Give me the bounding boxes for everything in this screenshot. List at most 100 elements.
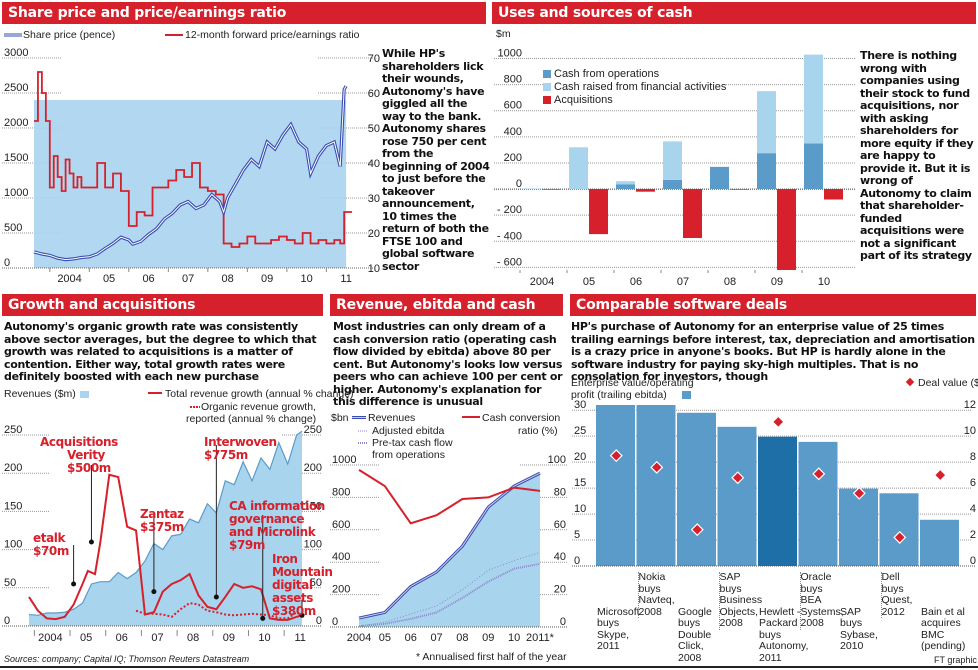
deal-label-line: BEA	[800, 594, 822, 606]
y-tick-left: 3000	[4, 47, 28, 59]
deal-category-label: Hewlett - Packard buys Autonomy, 2011	[759, 572, 808, 664]
x-tick-label: 05	[103, 273, 115, 285]
deal-label-line: Skype,	[597, 628, 630, 641]
acquisition-marker	[71, 581, 77, 587]
x-tick-label: 09	[261, 273, 273, 285]
deal-label-line: Nokia	[638, 571, 666, 583]
revenues-edge	[28, 430, 303, 616]
x-tick-label: 09	[223, 632, 235, 644]
y-tick: 600	[504, 100, 522, 112]
x-tick-label: 10	[258, 632, 270, 644]
share-legend-share: Share price (pence)	[23, 29, 116, 41]
deal-label-line: Double	[678, 628, 712, 641]
y-tick-right: 0	[560, 616, 566, 628]
deal-label-line: Hewlett -	[759, 605, 801, 618]
deal-category-label: Google buys Double Click, 2008	[678, 572, 712, 664]
deals-legend-ev-2: profit (trailing ebitda)	[571, 389, 667, 401]
deal-label-line: Click,	[678, 640, 704, 652]
x-tick-label: 10	[818, 276, 830, 288]
deal-label-line: 2008	[719, 617, 743, 629]
deal-label-line: Microsoft	[597, 605, 640, 618]
x-tick-label: 05	[379, 632, 391, 644]
deal-label-line: SAP	[719, 571, 741, 583]
deal-label-line: 2008	[678, 651, 702, 664]
sources-footer: Sources: company; Capital IQ; Thomson Re…	[4, 654, 250, 664]
deal-label-line	[921, 595, 965, 607]
ev-ebitda-bar	[798, 441, 838, 566]
legend-label: Cash raised from financial activities	[554, 80, 727, 93]
y-tick-right: 4	[970, 503, 976, 515]
bar-acquisitions	[636, 189, 655, 192]
deal-label-line	[597, 584, 640, 596]
ev-ebitda-bar	[920, 519, 959, 566]
acquisition-marker	[299, 612, 305, 618]
y-tick-right: 100	[548, 454, 566, 466]
deal-label-line: Sybase,	[840, 628, 878, 641]
y-tick-left: 2500	[4, 82, 28, 94]
bar-cash-from-operations	[804, 143, 823, 190]
ev-ebitda-bar	[839, 488, 878, 566]
cash-chart: 1000 800 600 400 200 0 - 200 - 400 - 600 2004 05 06…	[494, 48, 856, 288]
y-tick-right: 8	[970, 451, 976, 463]
acquisition-marker	[260, 615, 266, 621]
legend-ebitda: Adjusted ebitda	[372, 425, 445, 437]
y-tick-right: 50	[310, 577, 322, 589]
acquisition-marker	[213, 594, 219, 600]
legend-ebitda-icon	[358, 430, 368, 432]
x-tick-label: 05	[80, 632, 92, 644]
annotation-iron-2: Mountain	[272, 565, 333, 579]
legend-label: Acquisitions	[554, 93, 613, 106]
ev-ebitda-bar	[758, 436, 797, 566]
annotation-zantaz-value: $375m	[140, 520, 184, 534]
y-tick-right: 2	[970, 529, 976, 541]
legend-ccr-2: ratio (%)	[518, 425, 558, 437]
deal-value-marker	[650, 460, 664, 474]
y-tick-left: 800	[332, 486, 350, 498]
deal-label-line: 2012	[881, 605, 905, 618]
share-price-chart: 0 10 500 20 1000 30 1500 40 2000 50 2500 60 3000 70 20…	[2, 47, 380, 285]
x-tick-label: 07	[430, 632, 442, 644]
cash-legend-item: Cash raised from financial activities	[543, 80, 727, 93]
growth-legend-organic-icon	[190, 406, 200, 408]
y-tick-left: 15	[574, 477, 586, 489]
revenue-chart: 0 0 200 20 400 40 600 60 800 80 1000 100 2004 05 06 07 0…	[330, 454, 568, 644]
y-tick: - 200	[497, 204, 522, 216]
y-tick-right: 100	[304, 539, 322, 551]
x-tick-label: 2004	[347, 632, 371, 644]
y-tick-right: 10	[964, 425, 976, 437]
deal-label-line: Dell	[881, 571, 900, 583]
deal-category-label: Dell buys Quest, 2012	[880, 571, 912, 618]
y-tick-left: 0	[4, 615, 10, 627]
ev-ebitda-bar	[879, 493, 919, 566]
bar-cash-from-operations	[710, 166, 729, 190]
annotation-ca-value: $79m	[229, 538, 265, 552]
annotation-iron-3: digital	[272, 578, 313, 592]
y-tick: - 600	[497, 256, 522, 268]
bar-acquisitions	[589, 189, 608, 235]
bar-cash-raised	[804, 54, 823, 144]
x-tick-label: 08	[724, 276, 736, 288]
cash-flow-line	[358, 562, 541, 628]
y-tick: 1000	[498, 48, 522, 60]
deal-label-line	[678, 572, 712, 584]
annotation-etalk: etalk	[33, 531, 66, 545]
share-price-line-inner	[33, 85, 347, 261]
annotation-ca: CA information	[229, 499, 325, 513]
cash-unit-label: $m	[496, 28, 511, 40]
share-panel-header: Share price and price/earnings ratio	[2, 2, 486, 24]
x-tick-label: 2011*	[526, 632, 555, 644]
y-tick-left: 100	[4, 539, 22, 551]
ev-ebitda-bar	[636, 405, 676, 566]
x-tick-label: 11	[340, 273, 351, 285]
y-tick-left: 200	[332, 584, 350, 596]
y-tick: 400	[504, 126, 522, 138]
annotation-iron-4: assets	[272, 591, 314, 605]
x-tick-label: 09	[771, 276, 783, 288]
revenue-footnote: * Annualised first half of the year	[416, 651, 567, 663]
deal-label-line: Autonomy,	[759, 640, 809, 652]
deal-label-line: Objects,	[719, 605, 759, 618]
x-tick-label: 08	[456, 632, 468, 644]
growth-legend-organic-1: Organic revenue growth,	[201, 401, 316, 413]
legend-swatch	[543, 82, 551, 91]
y-tick-right: 60	[368, 88, 380, 100]
